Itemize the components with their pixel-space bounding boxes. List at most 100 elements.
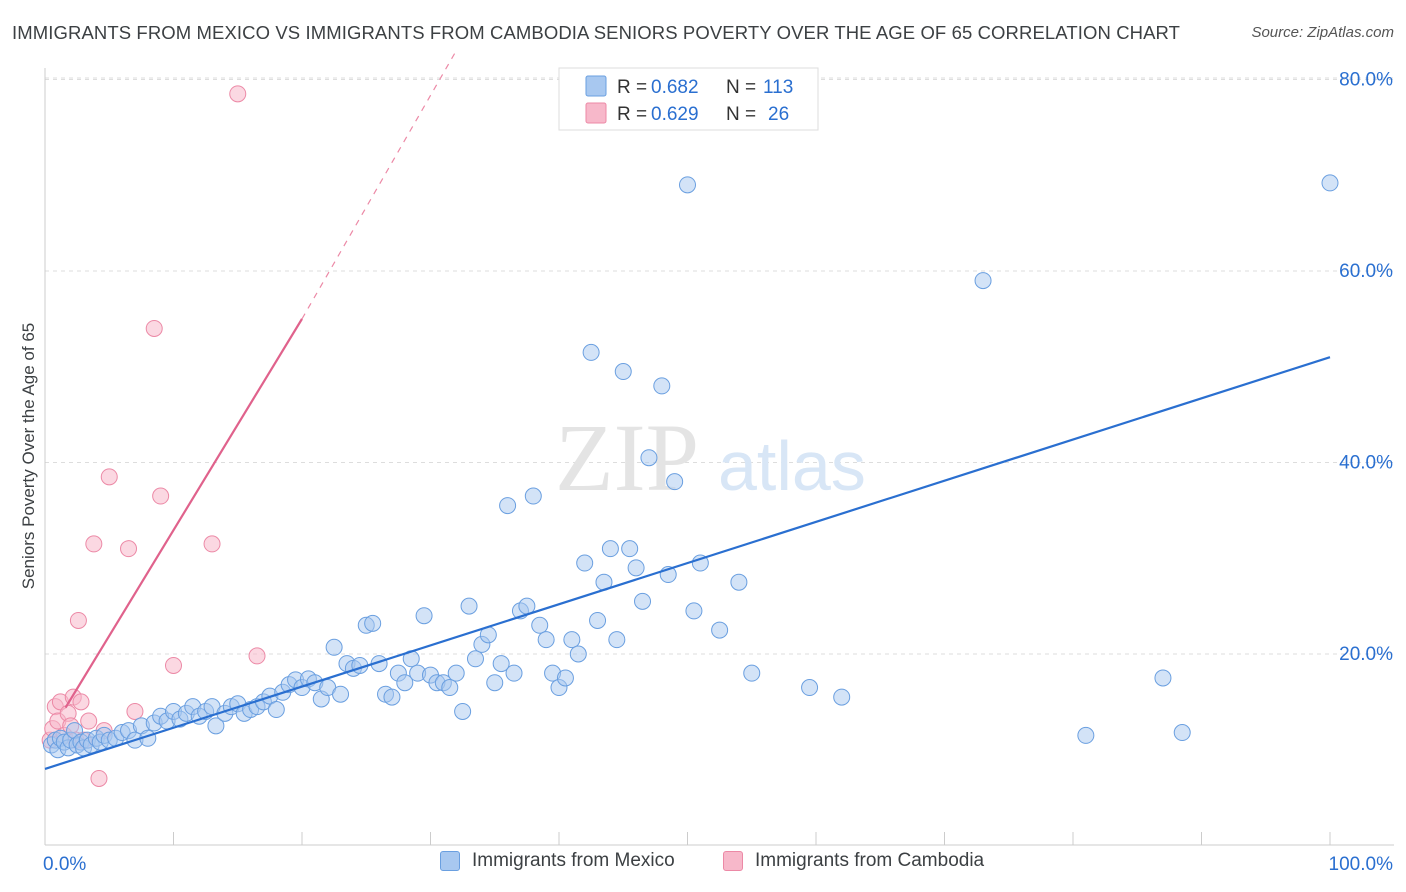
cambodia-point (90, 769, 108, 787)
mexico-point (640, 449, 658, 467)
mexico-point (608, 631, 626, 649)
cambodia-trendline-extension (301, 50, 457, 320)
watermark-atlas: atlas (718, 427, 866, 505)
mexico-point (634, 592, 652, 610)
chart-title: IMMIGRANTS FROM MEXICO VS IMMIGRANTS FRO… (12, 22, 1181, 43)
cambodia-point (248, 647, 266, 665)
x-tick-label-100: 100.0% (1329, 854, 1394, 875)
mexico-point (332, 685, 350, 703)
mexico-point (730, 573, 748, 591)
mexico-point (556, 669, 574, 687)
cambodia-swatch-icon (723, 851, 743, 871)
mexico-point (447, 664, 465, 682)
x-tick-labels: 0.0% 100.0% (43, 854, 1393, 875)
watermark: ZIP atlas (555, 404, 866, 511)
source-label: Source: ZipAtlas.com (1251, 24, 1394, 41)
x-tick-label-0: 0.0% (43, 854, 86, 875)
mexico-point (679, 176, 696, 194)
cambodia-point (69, 611, 87, 629)
legend-mexico-r-value: 0.682 (651, 77, 699, 98)
mexico-point (621, 540, 639, 558)
mexico-point (1154, 669, 1172, 687)
mexico-point (691, 554, 709, 572)
cambodia-trendline (64, 318, 303, 709)
legend-mexico-swatch (585, 75, 607, 97)
mexico-point (563, 631, 581, 649)
cambodia-point (145, 319, 163, 337)
cambodia-point (100, 468, 118, 486)
mexico-point (267, 701, 285, 719)
cambodia-point (203, 535, 221, 553)
mexico-point (396, 674, 414, 692)
mexico-trendline (44, 356, 1331, 770)
y-tick-label-80: 80.0% (1339, 70, 1393, 91)
mexico-point (582, 343, 600, 361)
cambodia-point (80, 712, 98, 730)
mexico-point (460, 597, 478, 615)
y-tick-label-40: 40.0% (1339, 453, 1393, 474)
mexico-point (415, 607, 433, 625)
mexico-point (576, 554, 594, 572)
bottom-legend-mexico-label: Immigrants from Mexico (472, 850, 675, 871)
mexico-point (531, 616, 549, 634)
legend-cambodia-r-value: 0.629 (651, 104, 699, 125)
mexico-point (466, 650, 484, 668)
cambodia-point (72, 693, 90, 711)
mexico-point (325, 638, 343, 656)
watermark-zip: ZIP (555, 404, 699, 511)
mexico-point (1077, 726, 1095, 744)
bottom-legend-mexico[interactable]: Immigrants from Mexico (440, 850, 675, 872)
cambodia-point (229, 85, 247, 103)
mexico-point (454, 702, 472, 720)
mexico-point (537, 631, 555, 649)
mexico-swatch-icon (440, 851, 460, 871)
mexico-point (666, 473, 684, 491)
y-tick-label-20: 20.0% (1339, 644, 1393, 665)
mexico-point (627, 559, 645, 577)
legend-cambodia-swatch (585, 102, 607, 124)
cambodia-point (152, 487, 170, 505)
legend-cambodia-r-label: R = (617, 104, 652, 125)
mexico-point (364, 614, 382, 632)
mexico-point (441, 679, 459, 697)
legend-cambodia-n-label: N = (726, 104, 761, 125)
mexico-point (743, 664, 761, 682)
mexico-point (492, 655, 510, 673)
cambodia-point (165, 656, 182, 674)
axes (44, 68, 1394, 846)
mexico-point (601, 540, 619, 558)
mexico-point (1173, 724, 1191, 742)
mexico-point (1321, 174, 1339, 192)
mexico-point (685, 602, 703, 620)
mexico-point (505, 664, 523, 682)
mexico-point (524, 487, 542, 505)
mexico-point (589, 611, 607, 629)
legend-cambodia-n-value: 26 (768, 104, 789, 125)
mexico-point (569, 645, 587, 663)
trendlines (44, 50, 1331, 770)
y-tick-labels: 20.0% 40.0% 60.0% 80.0% (1339, 70, 1393, 666)
mexico-point (801, 679, 819, 697)
y-axis-label: Seniors Poverty Over the Age of 65 (19, 323, 38, 589)
legend-mexico-n-value: 113 (763, 77, 793, 98)
gridlines (45, 77, 1394, 655)
bottom-legend-cambodia[interactable]: Immigrants from Cambodia (723, 850, 984, 872)
mexico-point (653, 377, 671, 395)
bottom-legend-cambodia-label: Immigrants from Cambodia (755, 850, 985, 871)
mexico-point (383, 688, 401, 706)
mexico-point (207, 717, 225, 735)
cambodia-point (126, 702, 144, 720)
y-tick-label-60: 60.0% (1339, 261, 1393, 282)
mexico-point (833, 688, 851, 706)
legend-mexico-n-label: N = (726, 77, 761, 98)
mexico-point (614, 363, 632, 381)
bottom-legend: Immigrants from Mexico Immigrants from C… (0, 850, 1406, 878)
legend-mexico-r-label: R = (617, 77, 652, 98)
mexico-point (486, 674, 504, 692)
legend: R = 0.682 N = 113 R = 0.629 N = 26 (558, 67, 819, 131)
x-ticks (44, 832, 1331, 845)
mexico-point (499, 497, 517, 515)
mexico-point (974, 272, 992, 290)
mexico-point (711, 621, 729, 639)
